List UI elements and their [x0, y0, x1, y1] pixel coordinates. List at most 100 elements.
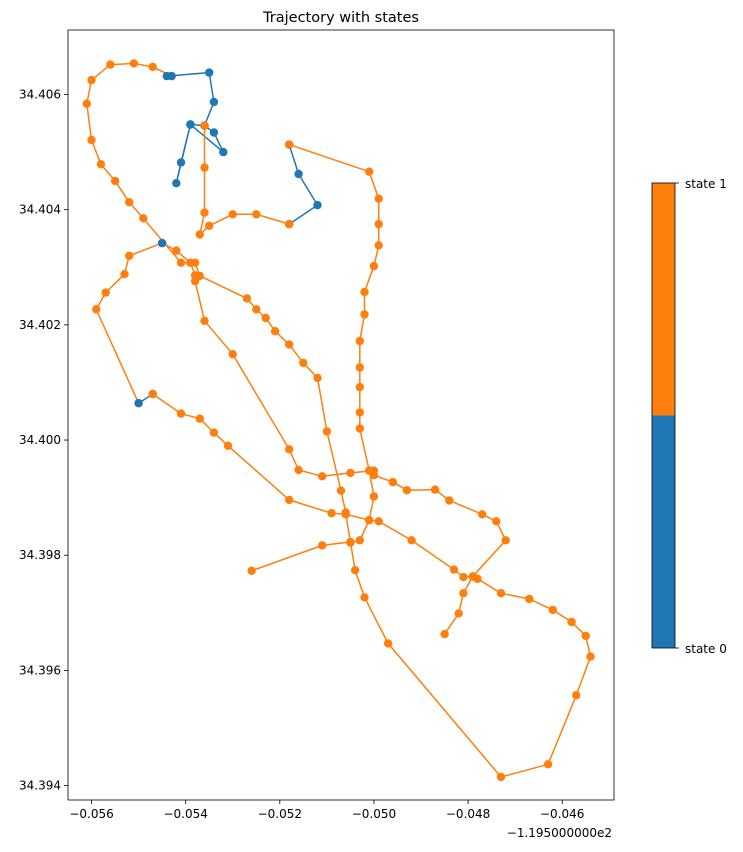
x-tick-label: −0.054 [163, 807, 207, 821]
trajectory-point [327, 509, 336, 518]
trajectory-point [478, 510, 487, 519]
trajectory-point [110, 176, 120, 186]
trajectory-point [172, 246, 181, 255]
trajectory-point [242, 294, 252, 303]
trajectory-point [209, 128, 219, 137]
trajectory-point [336, 486, 346, 495]
trajectory-point [586, 652, 595, 661]
trajectory-point [285, 495, 294, 505]
trajectory-point [148, 62, 157, 72]
plot-frame [67, 29, 615, 801]
trajectory-point [341, 510, 350, 519]
trajectory-point [360, 310, 369, 319]
trajectory-point [294, 169, 303, 179]
x-tick-label: −0.056 [69, 807, 113, 821]
x-tick-label: −0.046 [540, 807, 584, 821]
trajectory-point [360, 287, 369, 297]
trajectory-point [186, 258, 195, 267]
trajectory-point [162, 71, 171, 81]
trajectory-point [318, 472, 327, 481]
trajectory-point [125, 198, 134, 207]
trajectory-point [407, 536, 416, 545]
trajectory-point [129, 59, 139, 68]
trajectory-point [355, 536, 364, 545]
trajectory-point [322, 427, 332, 436]
trajectory-point [567, 617, 576, 627]
trajectory-point [313, 373, 322, 383]
trajectory-segment-state0 [162, 68, 228, 188]
trajectory-point [501, 536, 510, 545]
trajectory-point [294, 465, 303, 475]
trajectory-point [261, 313, 270, 323]
trajectory-point [195, 230, 204, 239]
trajectory-point [374, 219, 383, 229]
trajectory-point [120, 270, 129, 279]
trajectory-point [525, 594, 534, 604]
y-tick-label: 34.400 [19, 433, 61, 447]
trajectory-line [86, 62, 507, 635]
trajectory-point [270, 327, 280, 336]
trajectory-segment-state1 [92, 140, 383, 547]
trajectory-segment-state1 [82, 59, 510, 639]
trajectory-point [228, 210, 237, 219]
y-tick-label: 34.396 [19, 663, 61, 677]
colorbar: state 1 state 0 [651, 177, 727, 656]
trajectory-point [355, 336, 364, 346]
trajectory-point [355, 424, 364, 433]
trajectory-point [209, 97, 219, 107]
trajectory-point [346, 537, 355, 547]
plot-area [82, 59, 595, 782]
trajectory-segment-state0 [157, 238, 167, 248]
trajectory-point [285, 219, 294, 229]
trajectory-point [445, 496, 454, 505]
trajectory-point [96, 160, 106, 169]
trajectory-point [195, 414, 204, 423]
trajectory-point [318, 541, 327, 550]
trajectory-point [205, 68, 214, 77]
trajectory-point [285, 140, 294, 149]
trajectory-point [125, 251, 134, 260]
trajectory-point [365, 167, 374, 176]
trajectory-point [369, 466, 379, 475]
trajectory-point [388, 477, 397, 487]
trajectory-point [350, 566, 360, 575]
trajectory-point [454, 609, 463, 618]
trajectory-point [543, 760, 553, 769]
trajectory-point [440, 629, 449, 639]
colorbar-state0-segment [652, 415, 675, 648]
trajectory-point [459, 589, 468, 598]
trajectory-point [87, 75, 96, 85]
trajectory-line [152, 393, 592, 778]
trajectory-line [198, 125, 290, 237]
trajectory-point [176, 258, 186, 267]
y-tick-label: 34.394 [19, 779, 61, 793]
trajectory-point [209, 428, 219, 437]
trajectory-point [581, 631, 590, 641]
trajectory-point [548, 605, 557, 615]
trajectory-point [346, 468, 355, 478]
trajectory-point [313, 200, 322, 210]
trajectory-point [492, 517, 501, 526]
trajectory-point [572, 691, 581, 700]
trajectory-point [430, 485, 440, 494]
trajectory-point [299, 358, 308, 368]
trajectory-point [92, 305, 101, 314]
chart-title: Trajectory with states [262, 10, 419, 26]
trajectory-point [355, 382, 364, 392]
trajectory-point [157, 238, 167, 248]
trajectory-line [288, 144, 319, 225]
trajectory-point [176, 158, 186, 167]
trajectory-point [219, 147, 228, 157]
trajectory-point [285, 340, 294, 349]
x-tick-label: −0.048 [446, 807, 490, 821]
trajectory-point [200, 316, 209, 325]
trajectory-point [186, 120, 195, 129]
trajectory-point [148, 389, 157, 399]
trajectory-point [228, 350, 237, 359]
trajectory-point [106, 60, 115, 69]
trajectory-point [383, 639, 393, 648]
colorbar-label-state1: state 1 [685, 177, 727, 191]
trajectory-point [402, 486, 412, 495]
y-tick-label: 34.398 [19, 548, 61, 562]
